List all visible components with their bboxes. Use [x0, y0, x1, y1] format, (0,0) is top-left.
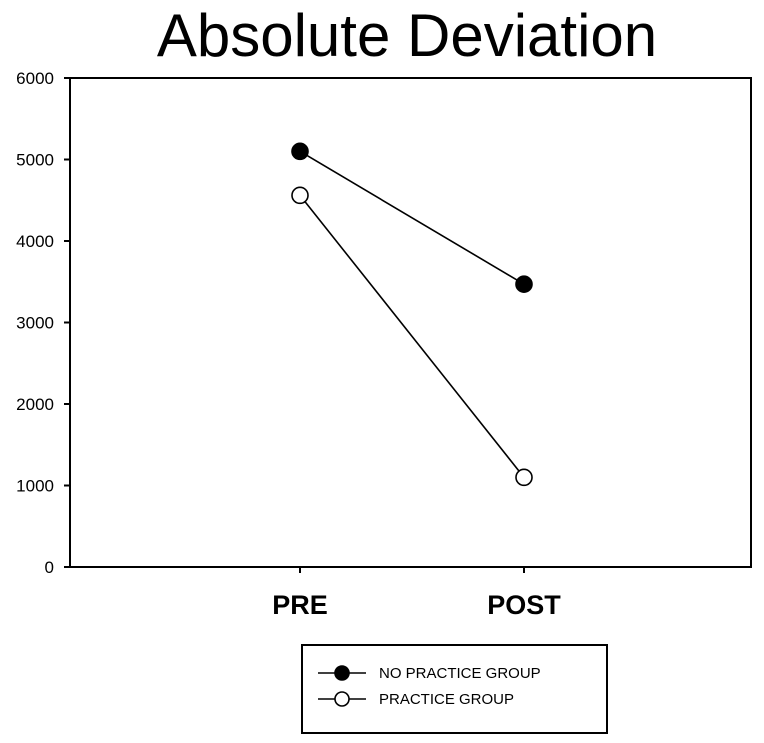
x-axis: PRE POST: [272, 567, 561, 620]
legend-marker-0: [334, 665, 350, 681]
plot-area-frame: [69, 77, 752, 568]
y-tick-label: 3000: [16, 314, 54, 333]
series-line-0: [299, 150, 525, 285]
legend-label-1: PRACTICE GROUP: [379, 691, 514, 708]
y-axis: 0 1000 2000 3000 4000 5000 6000: [16, 69, 70, 577]
data-point-0-0: [291, 142, 309, 161]
legend-marker-1: [334, 691, 350, 707]
y-tick-label: 0: [45, 558, 54, 577]
legend-label-0: NO PRACTICE GROUP: [379, 665, 541, 682]
y-tick-label: 5000: [16, 151, 54, 170]
x-tick-label: PRE: [272, 590, 328, 620]
data-point-1-0: [291, 186, 309, 205]
data-point-0-1: [515, 275, 533, 293]
series-layer: [291, 142, 533, 487]
y-tick-label: 6000: [16, 69, 54, 88]
chart-title: Absolute Deviation: [157, 2, 657, 69]
series-line-1: [299, 194, 525, 478]
x-tick-label: POST: [487, 590, 561, 620]
y-tick-label: 4000: [16, 232, 54, 251]
y-tick-label: 2000: [16, 395, 54, 414]
legend-box: [301, 644, 608, 734]
data-point-1-1: [515, 468, 533, 487]
legend: NO PRACTICE GROUP PRACTICE GROUP: [301, 644, 608, 734]
y-tick-label: 1000: [16, 477, 54, 496]
